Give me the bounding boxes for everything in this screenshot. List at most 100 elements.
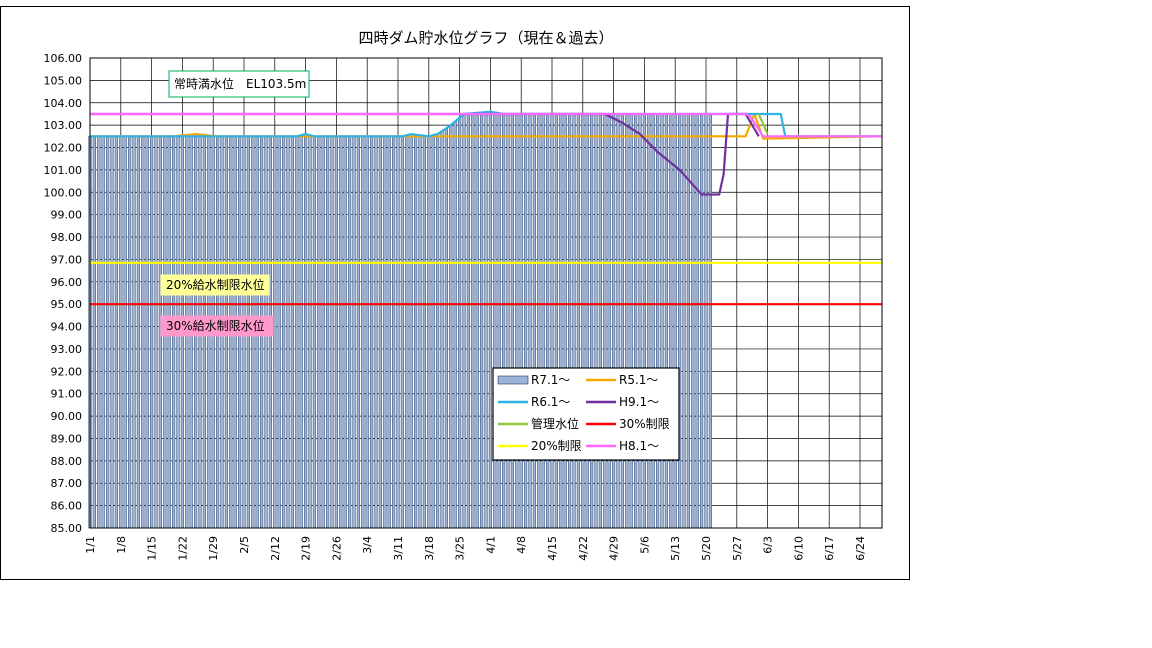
bar-r7 [295,136,299,529]
bar-r7 [128,136,132,529]
bar-r7 [515,113,519,529]
x-tick-label: 5/27 [731,536,744,561]
bar-r7 [418,136,422,529]
bar-r7 [392,136,396,529]
bar-r7 [656,113,660,529]
bar-r7 [546,113,550,529]
y-tick-label: 91.00 [51,388,83,401]
bar-r7 [277,136,281,529]
bar-r7 [339,136,343,529]
bar-r7 [691,113,695,529]
bar-r7 [686,113,690,529]
bar-r7 [651,113,655,529]
y-tick-label: 94.00 [51,321,83,334]
bar-r7 [101,136,105,529]
bar-r7 [458,117,462,529]
bar-r7 [471,113,475,529]
bar-r7 [334,136,338,529]
bar-r7 [466,113,470,529]
series-line-3 [757,113,769,135]
bar-r7 [695,113,699,529]
legend-label: H8.1～ [619,439,659,453]
bar-r7 [598,113,602,529]
bar-r7 [510,113,514,529]
x-tick-label: 1/29 [207,536,220,561]
bar-r7 [352,136,356,529]
bar-r7 [541,113,545,529]
bar-r7 [612,113,616,529]
annotation-box [168,70,310,98]
series-line-6 [90,112,882,138]
x-tick-label: 1/15 [146,536,159,561]
bar-r7 [374,136,378,529]
annotation-text: 20%給水制限水位 [166,277,265,292]
bar-r7 [453,121,457,529]
bar-r7 [581,113,585,529]
legend-label: R7.1～ [531,373,570,387]
bar-r7 [669,113,673,529]
bar-r7 [603,113,607,529]
bar-r7 [708,113,712,529]
bar-r7 [326,136,330,529]
bar-r7 [414,136,418,529]
bar-r7 [572,113,576,529]
bar-r7 [506,113,510,529]
bar-r7 [660,113,664,529]
bar-r7 [629,113,633,529]
y-tick-label: 96.00 [51,276,83,289]
bar-r7 [343,136,347,529]
x-tick-label: 1/22 [176,536,189,561]
y-tick-label: 87.00 [51,477,83,490]
bar-r7 [154,136,158,529]
bar-r7 [383,136,387,529]
bar-r7 [475,113,479,529]
bar-r7 [110,136,114,529]
y-tick-label: 99.00 [51,209,83,222]
bar-r7 [528,113,532,529]
bar-r7 [356,136,360,529]
bar-r7 [400,136,404,529]
bar-r7 [427,136,431,529]
bar-r7 [330,136,334,529]
y-tick-label: 97.00 [51,253,83,266]
x-tick-label: 6/17 [823,536,836,561]
bar-r7 [431,134,435,529]
bar-r7 [299,134,303,529]
y-tick-label: 95.00 [51,298,83,311]
bar-r7 [321,136,325,529]
x-tick-label: 3/11 [392,536,405,561]
bar-r7 [440,130,444,529]
bar-r7 [563,113,567,529]
bar-r7 [502,113,506,529]
bar-r7 [317,136,321,529]
x-tick-label: 4/1 [484,536,497,554]
bar-r7 [396,136,400,529]
x-tick-label: 2/19 [300,536,313,561]
y-tick-label: 98.00 [51,231,83,244]
bar-r7 [497,113,501,529]
legend-label: 20%制限 [531,439,582,453]
bar-r7 [308,134,312,529]
bar-r7 [576,113,580,529]
bar-r7 [387,136,391,529]
bar-r7 [554,113,558,529]
y-tick-label: 92.00 [51,365,83,378]
bar-r7 [462,113,466,529]
bar-r7 [361,136,365,529]
bar-r7 [290,136,294,529]
x-tick-label: 2/26 [330,536,343,561]
legend-label: R5.1～ [619,373,658,387]
bar-r7 [348,136,352,529]
bar-r7 [150,136,154,529]
bar-r7 [673,113,677,529]
x-tick-label: 1/1 [84,536,97,554]
legend-label: 30%制限 [619,417,670,431]
bar-r7 [444,127,448,529]
plot-border [89,57,883,529]
legend-label: R6.1～ [531,395,570,409]
y-tick-label: 104.00 [44,97,83,110]
bar-r7 [664,113,668,529]
bar-r7 [532,113,536,529]
bar-r7 [537,113,541,529]
bar-r7 [647,113,651,529]
